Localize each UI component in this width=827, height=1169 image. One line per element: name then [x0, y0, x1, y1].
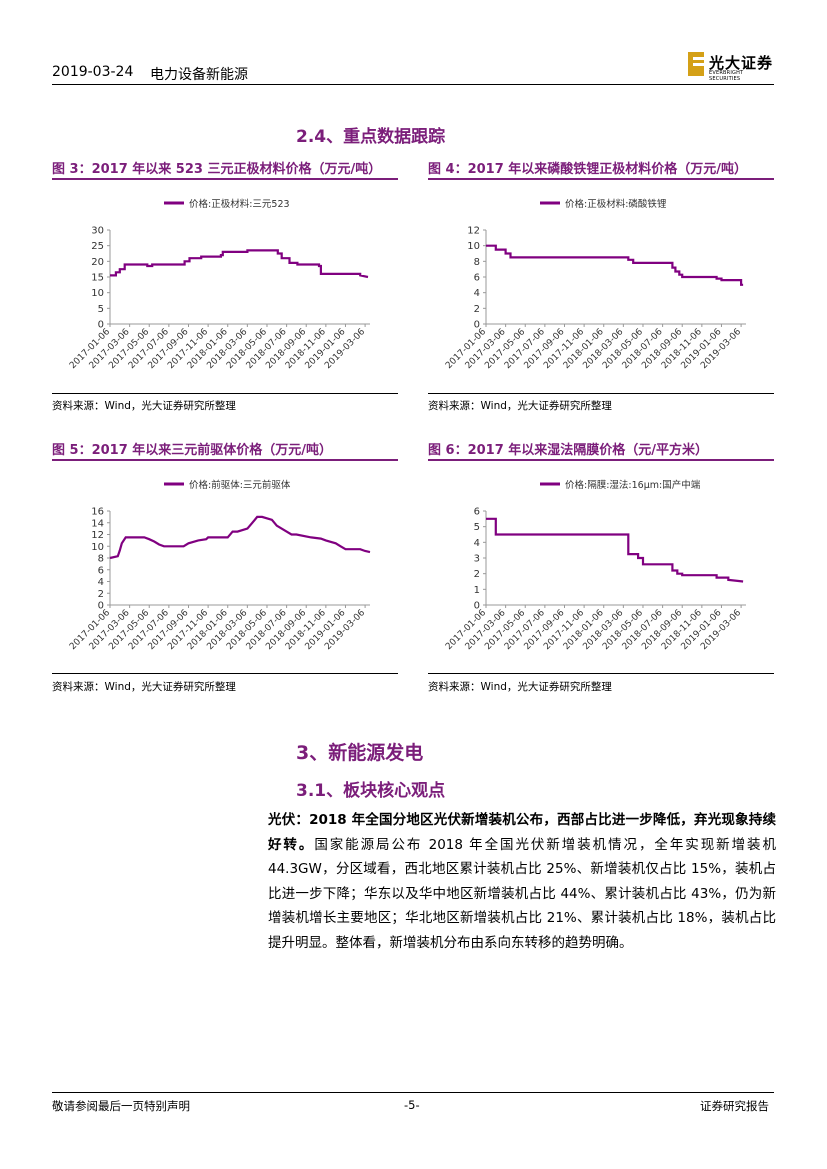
y-tick-label: 12 [467, 226, 480, 237]
footer-report-type: 证券研究报告 [700, 1099, 769, 1113]
y-tick-label: 10 [467, 241, 480, 252]
section-title-3-1: 3.1、板块核心观点 [296, 781, 446, 801]
y-tick-label: 4 [98, 577, 104, 588]
section-title-2-4: 2.4、重点数据跟踪 [296, 127, 446, 147]
section-title-3: 3、新能源发电 [296, 742, 424, 764]
y-tick-label: 20 [91, 257, 104, 268]
figure-5-title: 图 5：2017 年以来三元前驱体价格（万元/吨） [52, 443, 333, 458]
figure-5-source: 资料来源：Wind，光大证券研究所整理 [52, 681, 236, 693]
y-tick-label: 5 [98, 304, 104, 315]
header-divider [52, 84, 774, 85]
y-tick-label: 0 [474, 320, 480, 331]
y-tick-label: 0 [98, 601, 104, 612]
figure-4-title-rule [428, 178, 774, 180]
y-tick-label: 15 [91, 273, 104, 284]
figure-3-source-rule [52, 393, 398, 394]
y-tick-label: 6 [474, 273, 480, 284]
y-tick-label: 4 [474, 538, 480, 549]
price-series-line [486, 517, 744, 583]
figure-6-title-rule [428, 459, 774, 461]
page-number: -5- [404, 1098, 420, 1112]
y-tick-label: 12 [91, 530, 104, 541]
y-tick-label: 3 [474, 554, 480, 565]
y-tick-label: 10 [91, 288, 104, 299]
y-tick-label: 2 [98, 589, 104, 600]
y-tick-label: 25 [91, 241, 104, 252]
figure-4-title: 图 4：2017 年以来磷酸铁锂正极材料价格（万元/吨） [428, 162, 748, 177]
figure-5-source-rule [52, 673, 398, 674]
y-tick-label: 14 [91, 518, 104, 529]
y-tick-label: 16 [91, 507, 104, 518]
logo-text-en: EVERBRIGHT SECURITIES [709, 70, 744, 82]
report-sector: 电力设备新能源 [150, 67, 248, 83]
pv-paragraph-lead: 光伏： [268, 812, 310, 828]
legend-label: 价格:正极材料:三元523 [189, 198, 290, 210]
y-tick-label: 1 [474, 585, 480, 596]
figure-4-source: 资料来源：Wind，光大证券研究所整理 [428, 400, 612, 412]
figure-3-title: 图 3：2017 年以来 523 三元正极材料价格（万元/吨） [52, 162, 382, 177]
company-logo: 光大证券 EVERBRIGHT SECURITIES [688, 52, 776, 82]
figure-3-chart: 价格:正极材料:三元5230510152025302017-01-062017-… [68, 198, 370, 371]
logo-text-cn: 光大证券 [709, 54, 774, 72]
figure-5-chart: 价格:前驱体:三元前驱体02468101214162017-01-062017-… [68, 479, 371, 652]
y-tick-label: 0 [474, 601, 480, 612]
y-tick-label: 2 [474, 304, 480, 315]
legend-label: 价格:隔膜:湿法:16μm:国产中端 [565, 479, 701, 491]
y-tick-label: 2 [474, 569, 480, 580]
price-series-line [109, 515, 371, 560]
y-tick-label: 5 [474, 522, 480, 533]
pv-paragraph-headline: 2018 年全国分地区光伏新增装机公布，西部占比进一步降低，弃光现象持续好转。 [268, 812, 776, 853]
y-tick-label: 4 [474, 288, 480, 299]
y-tick-label: 8 [474, 257, 480, 268]
y-tick-label: 30 [91, 226, 104, 237]
y-tick-label: 6 [474, 507, 480, 518]
logo-mark-icon [688, 52, 704, 76]
figure-4-source-rule [428, 393, 774, 394]
y-tick-label: 8 [98, 554, 104, 565]
y-tick-label: 0 [98, 320, 104, 331]
price-series-line [486, 244, 744, 286]
report-date: 2019-03-24 [52, 64, 134, 80]
y-tick-label: 6 [98, 565, 104, 576]
figure-3-source: 资料来源：Wind，光大证券研究所整理 [52, 400, 236, 412]
footer-disclaimer: 敬请参阅最后一页特别声明 [52, 1099, 190, 1113]
pv-paragraph: 光伏：2018 年全国分地区光伏新增装机公布，西部占比进一步降低，弃光现象持续好… [268, 808, 776, 955]
figure-4-chart: 价格:正极材料:磷酸铁锂0246810122017-01-062017-03-0… [444, 198, 746, 371]
figure-5-title-rule [52, 459, 398, 461]
figure-6-chart: 价格:隔膜:湿法:16μm:国产中端01234562017-01-062017-… [444, 479, 746, 652]
figure-6-title: 图 6：2017 年以来湿法隔膜价格（元/平方米） [428, 443, 709, 458]
pv-paragraph-body: 国家能源局公布 2018 年全国光伏新增装机情况，全年实现新增装机 44.3GW… [268, 836, 776, 951]
legend-label: 价格:正极材料:磷酸铁锂 [565, 198, 667, 210]
price-series-line [110, 249, 369, 279]
legend-label: 价格:前驱体:三元前驱体 [189, 479, 291, 491]
footer-divider [52, 1092, 774, 1093]
figure-3-title-rule [52, 178, 398, 180]
figure-6-source: 资料来源：Wind，光大证券研究所整理 [428, 681, 612, 693]
figure-6-source-rule [428, 673, 774, 674]
y-tick-label: 10 [91, 542, 104, 553]
